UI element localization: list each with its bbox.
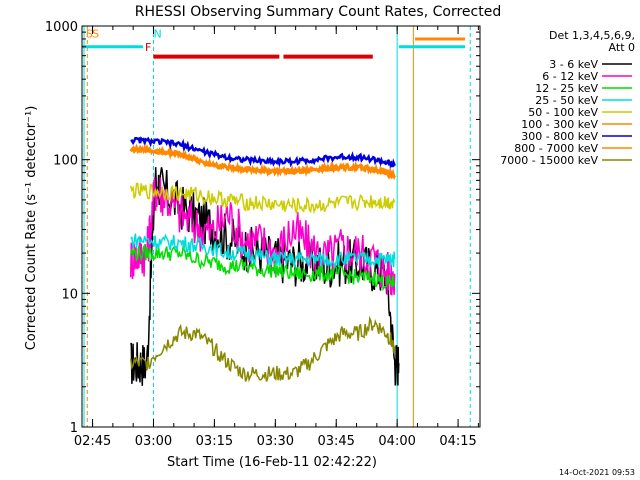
- legend-entry-label: 50 - 100 keV: [528, 106, 598, 119]
- x-tick-label: 03:45: [317, 434, 354, 449]
- x-tick-label: 03:30: [257, 434, 294, 449]
- x-axis-label: Start Time (16-Feb-11 02:42:22): [167, 455, 377, 470]
- axes: 1 10 100 1000 02:45 03:00 03:15 03:30 03:45 04:00…: [45, 20, 481, 449]
- legend-entry-label: 300 - 800 keV: [521, 130, 598, 143]
- series-line-800-7000-kev: [129, 143, 396, 180]
- legend-header: Att 0: [609, 41, 635, 54]
- y-axis-label: Corrected Count Rate (s⁻¹ detector⁻¹): [24, 106, 39, 351]
- x-tick-label: 04:00: [378, 434, 415, 449]
- chart-title: RHESSI Observing Summary Count Rates, Co…: [135, 4, 501, 20]
- flag-label-n: N: [153, 28, 161, 41]
- x-tick-label: 04:15: [439, 434, 476, 449]
- legend-entry-label: 6 - 12 keV: [542, 70, 598, 83]
- series-line-50-100-kev: [129, 182, 396, 216]
- legend-entry-label: 800 - 7000 keV: [514, 142, 598, 155]
- flag-label-s: S: [86, 28, 93, 41]
- y-tick-label: 10: [61, 287, 78, 302]
- series-line-7000-15000-kev: [129, 315, 396, 383]
- series-line-25-50-kev: [130, 233, 396, 270]
- series-line-300-800-kev: [130, 136, 396, 170]
- legend-entry-label: 25 - 50 keV: [535, 94, 598, 107]
- y-tick-label: 1: [70, 421, 78, 436]
- y-tick-label: 100: [53, 154, 78, 169]
- x-tick-label: 02:45: [74, 434, 111, 449]
- legend-entry-label: 12 - 25 keV: [535, 82, 598, 95]
- legend-entry-label: 3 - 6 keV: [549, 58, 598, 71]
- y-tick-label: 1000: [45, 20, 78, 35]
- x-tick-label: 03:00: [135, 434, 172, 449]
- plot-frame: [81, 25, 481, 428]
- series-line-6-12-kev: [129, 177, 396, 296]
- legend-header: Det 1,3,4,5,6,9,: [549, 29, 635, 42]
- flag-label-s: S: [92, 28, 99, 41]
- legend-entry-label: 100 - 300 keV: [521, 118, 598, 131]
- flag-label-f: F: [145, 41, 151, 54]
- timestamp: 14-Oct-2021 09:53: [559, 468, 635, 477]
- x-tick-label: 03:15: [196, 434, 233, 449]
- legend-entry-label: 7000 - 15000 keV: [500, 154, 598, 167]
- plot-area: S S NF: [82, 26, 471, 427]
